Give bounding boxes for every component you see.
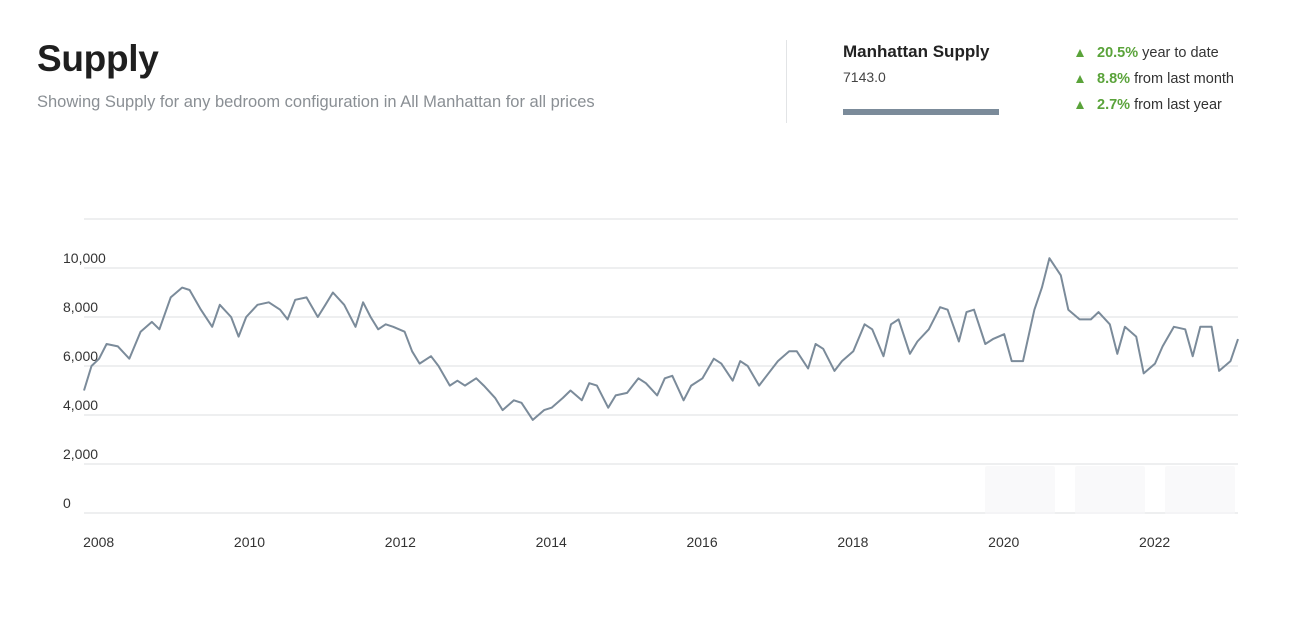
supply-series-line bbox=[83, 257, 1239, 421]
page-subtitle: Showing Supply for any bedroom configura… bbox=[37, 93, 595, 111]
y-tick-label: 6,000 bbox=[63, 348, 98, 364]
up-arrow-icon bbox=[1076, 75, 1084, 83]
x-tick-label: 2008 bbox=[83, 534, 114, 550]
y-tick-label: 0 bbox=[63, 495, 71, 511]
watermark-block bbox=[1165, 466, 1235, 514]
page-title: Supply bbox=[37, 38, 159, 79]
stat-pct: 2.7% bbox=[1097, 97, 1131, 113]
stat-last-month: 8.8% from last month bbox=[1076, 71, 1234, 87]
legend-swatch[interactable] bbox=[843, 109, 999, 115]
stat-ytd: 20.5% year to date bbox=[1076, 45, 1219, 61]
supply-line-chart[interactable]: 0 2,000 4,000 6,000 8,000 10,000 2008 2010 2012 2… bbox=[0, 190, 1292, 570]
x-tick-label: 2014 bbox=[536, 534, 567, 550]
stat-label: from last month bbox=[1134, 71, 1234, 87]
stat-label: year to date bbox=[1142, 45, 1219, 61]
stat-last-year: 2.7% from last year bbox=[1076, 97, 1222, 113]
x-tick-label: 2016 bbox=[686, 534, 717, 550]
summary-value: 7143.0 bbox=[843, 69, 886, 85]
x-tick-label: 2018 bbox=[837, 534, 868, 550]
y-tick-label: 4,000 bbox=[63, 397, 98, 413]
summary-title: Manhattan Supply bbox=[843, 42, 990, 61]
watermark-block bbox=[1075, 466, 1145, 514]
stat-label: from last year bbox=[1134, 97, 1222, 113]
y-tick-label: 8,000 bbox=[63, 299, 98, 315]
stat-pct: 20.5% bbox=[1097, 45, 1139, 61]
stat-pct: 8.8% bbox=[1097, 71, 1131, 87]
x-tick-label: 2020 bbox=[988, 534, 1019, 550]
y-tick-label: 10,000 bbox=[63, 250, 106, 266]
up-arrow-icon bbox=[1076, 49, 1084, 57]
y-tick-label: 2,000 bbox=[63, 446, 98, 462]
x-tick-label: 2012 bbox=[385, 534, 416, 550]
x-tick-label: 2010 bbox=[234, 534, 265, 550]
x-tick-label: 2022 bbox=[1139, 534, 1170, 550]
up-arrow-icon bbox=[1076, 101, 1084, 109]
header-divider bbox=[786, 40, 787, 123]
watermark-block bbox=[985, 466, 1055, 514]
